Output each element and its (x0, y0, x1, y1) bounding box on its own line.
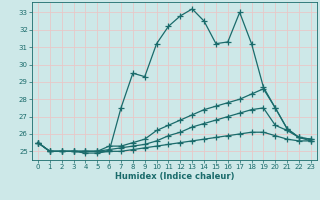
X-axis label: Humidex (Indice chaleur): Humidex (Indice chaleur) (115, 172, 234, 181)
